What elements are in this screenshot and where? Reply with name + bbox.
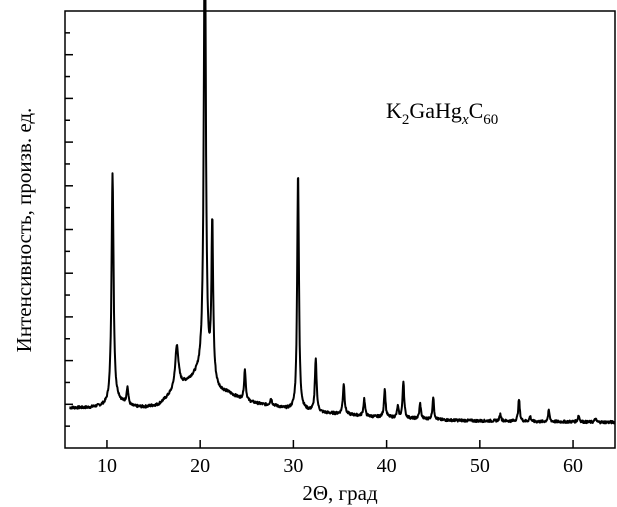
x-tick-label: 40 — [377, 455, 397, 477]
x-tick-label: 50 — [470, 455, 490, 477]
xrd-pattern-line — [70, 0, 615, 423]
x-tick-label: 10 — [97, 455, 117, 477]
x-tick-label: 60 — [563, 455, 583, 477]
compound-label: K2GaHgxC60 — [386, 98, 498, 128]
x-ticks: 10 20 30 40 50 60 — [97, 440, 583, 477]
x-tick-label: 20 — [190, 455, 210, 477]
x-tick-label: 30 — [283, 455, 303, 477]
x-axis-title: 2Θ, град — [302, 481, 378, 505]
plot-frame — [65, 11, 615, 448]
y-ticks — [65, 33, 73, 426]
y-axis-title: Интенсивность, произв. ед. — [12, 108, 36, 353]
